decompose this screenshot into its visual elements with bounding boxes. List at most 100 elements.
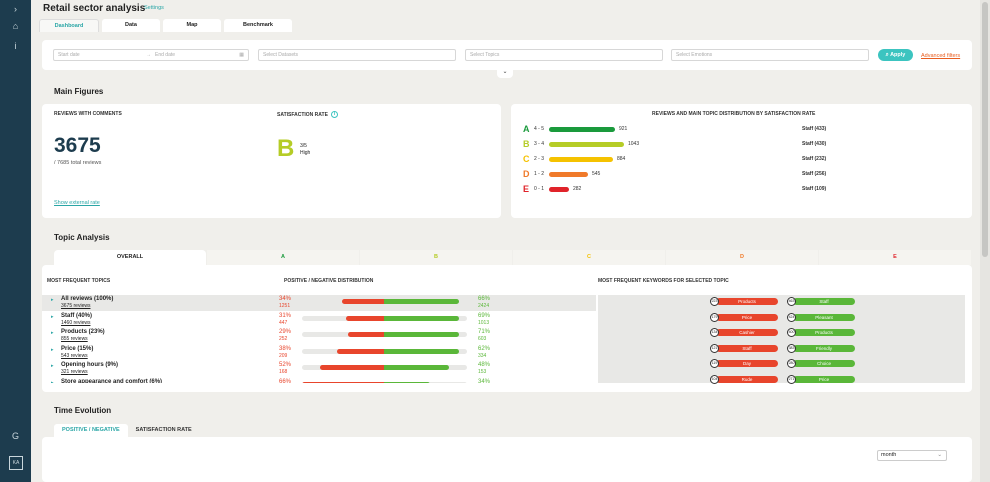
satisfaction-label: SATISFACTION RATE i	[277, 111, 338, 118]
tab-dashboard[interactable]: Dashboard	[39, 19, 99, 32]
expand-arrow-icon[interactable]: ▸	[51, 313, 54, 320]
keyword-count-badge: 119	[710, 359, 719, 368]
distribution-main-topic[interactable]: Staff (109)	[802, 186, 827, 192]
topics-select[interactable]: Select Topics	[465, 49, 663, 61]
search-icon: ⌕	[885, 52, 889, 58]
keywords-panel: Products 223 Price 179 Cashier 134 Staff 121 Day…	[598, 295, 965, 384]
positive-keyword[interactable]: Products	[793, 329, 855, 336]
topic-row[interactable]: ▸ Products (23%) 855 reviews 29% 252 71% 603	[42, 328, 596, 344]
keyword-count-badge: 271	[787, 374, 796, 384]
topic-review-count-link[interactable]: 1460 reviews	[61, 319, 91, 326]
tab-benchmark[interactable]: Benchmark	[224, 19, 292, 32]
start-date-field[interactable]: Start date	[58, 52, 80, 58]
distribution-main-topic[interactable]: Staff (433)	[802, 126, 827, 132]
grade-letter: D	[523, 169, 530, 179]
refresh-icon[interactable]: G	[11, 431, 19, 441]
positive-keyword[interactable]: Pleasant	[793, 313, 855, 321]
topic-name: Staff (40%)	[61, 312, 93, 319]
expand-arrow-icon[interactable]: ▸	[51, 330, 54, 336]
positive-bar	[384, 365, 449, 370]
distribution-title: REVIEWS AND MAIN TOPIC DISTRIBUTION BY S…	[652, 111, 816, 117]
period-select[interactable]: month ⌄	[877, 450, 947, 461]
tab-satisfaction-rate[interactable]: SATISFACTION RATE	[127, 424, 200, 437]
date-range-picker[interactable]: Start date → End date ▦	[53, 49, 249, 61]
grade-range: 4 - 5	[534, 126, 545, 132]
positive-keyword[interactable]: Staff	[793, 298, 855, 305]
negative-percent: 29%	[279, 329, 292, 335]
negative-keyword[interactable]: Products	[716, 298, 778, 305]
topic-name: Store appearance and comfort (6%)	[61, 378, 163, 384]
topic-row[interactable]: ▸ Staff (40%) 1460 reviews 31% 447 69% 1013	[42, 312, 596, 328]
end-date-field[interactable]: End date	[155, 52, 176, 58]
tab-overall[interactable]: OVERALL	[54, 250, 206, 265]
chevron-down-icon[interactable]: ⌄	[497, 68, 513, 78]
grade-range: 0 - 1	[534, 186, 545, 192]
negative-bar	[342, 299, 384, 304]
topic-review-count-link[interactable]: 855 reviews	[61, 336, 88, 342]
topic-row[interactable]: ▸ All reviews (100%) 3675 reviews 34% 1251 66…	[42, 295, 596, 311]
sidebar: › ⌂ i G KA	[0, 0, 31, 482]
positive-bar	[384, 381, 430, 383]
tab-grade-e[interactable]: E	[819, 250, 971, 265]
topic-tabs: OVERALL A B C D E	[54, 250, 972, 265]
tab-grade-d[interactable]: D	[666, 250, 818, 265]
time-evolution-tabs: POSITIVE / NEGATIVE SATISFACTION RATE	[54, 424, 200, 437]
advanced-filters-link[interactable]: Advanced filters	[921, 53, 961, 59]
topic-row[interactable]: ▸ Opening hours (9%) 321 reviews 52% 168 48% 1…	[42, 361, 596, 377]
negative-keyword[interactable]: Staff	[716, 344, 778, 352]
positive-keyword[interactable]: Choice	[793, 360, 855, 367]
topic-row[interactable]: ▸ Price (15%) 543 reviews 38% 209 62% 334	[42, 345, 596, 361]
grade-range: 3 - 4	[534, 141, 545, 147]
tab-map[interactable]: Map	[163, 19, 221, 32]
negative-keyword[interactable]: Cashier	[716, 329, 778, 336]
topic-review-count-link[interactable]: 3675 reviews	[61, 303, 91, 309]
settings-link[interactable]: Settings	[144, 5, 164, 11]
distribution-bar	[549, 157, 613, 162]
calendar-icon[interactable]: ▦	[239, 52, 244, 58]
negative-keyword[interactable]: Day	[716, 360, 778, 367]
scrollbar[interactable]	[980, 0, 990, 482]
topic-name: All reviews (100%)	[61, 296, 114, 302]
satisfaction-grade: B	[277, 135, 295, 162]
distribution-main-topic[interactable]: Staff (430)	[802, 141, 827, 147]
topic-row[interactable]: ▸ Store appearance and comfort (6%) 66% 34%	[42, 378, 596, 384]
expand-arrow-icon[interactable]: ▸	[51, 346, 54, 353]
topic-name: Opening hours (9%)	[61, 362, 118, 368]
tab-grade-b[interactable]: B	[360, 250, 512, 265]
tab-grade-a[interactable]: A	[207, 250, 359, 265]
negative-keyword[interactable]: Price	[716, 313, 778, 321]
keyword-count-badge: 134	[710, 328, 719, 337]
topic-review-count-link[interactable]: 321 reviews	[61, 369, 88, 375]
distribution-main-topic[interactable]: Staff (232)	[802, 156, 827, 162]
emotions-select[interactable]: Select Emotions	[671, 49, 869, 61]
info-icon[interactable]: i	[330, 111, 338, 118]
tab-grade-c[interactable]: C	[513, 250, 665, 265]
chevron-right-icon[interactable]: ›	[14, 4, 17, 14]
tab-data[interactable]: Data	[102, 19, 160, 32]
expand-arrow-icon[interactable]: ▸	[51, 379, 54, 384]
distribution-main-topic[interactable]: Staff (256)	[802, 171, 827, 177]
topic-analysis-card: MOST FREQUENT TOPICS POSITIVE / NEGATIVE…	[42, 265, 972, 392]
keyword-count-badge: 179	[710, 312, 719, 322]
scrollbar-thumb[interactable]	[982, 2, 988, 257]
apply-button[interactable]: ⌕ Apply	[878, 49, 913, 61]
info-icon[interactable]: i	[14, 41, 17, 51]
datasets-select[interactable]: Select Datasets	[258, 49, 456, 61]
show-external-rate-link[interactable]: Show external rate	[54, 200, 100, 206]
expand-arrow-icon[interactable]: ▸	[51, 297, 54, 303]
distribution-row: B 3 - 4 1043 Staff (430)	[523, 139, 963, 149]
expand-arrow-icon[interactable]: ▸	[51, 363, 54, 369]
positive-keyword[interactable]: Friendly	[793, 344, 855, 352]
topic-review-count-link[interactable]: 543 reviews	[61, 352, 88, 359]
home-icon[interactable]: ⌂	[12, 21, 19, 31]
negative-keyword[interactable]: Rude	[716, 375, 778, 383]
topic-name: Price (15%)	[61, 345, 94, 352]
reviews-label: REVIEWS WITH COMMENTS	[54, 111, 122, 117]
positive-keyword[interactable]: Price	[793, 375, 855, 383]
negative-bar	[337, 348, 384, 354]
positive-count: 603	[478, 336, 487, 342]
tab-positive-negative[interactable]: POSITIVE / NEGATIVE	[54, 424, 128, 437]
period-value: month	[881, 452, 897, 458]
logo-icon[interactable]: KA	[9, 456, 23, 470]
grade-range: 2 - 3	[534, 156, 545, 162]
